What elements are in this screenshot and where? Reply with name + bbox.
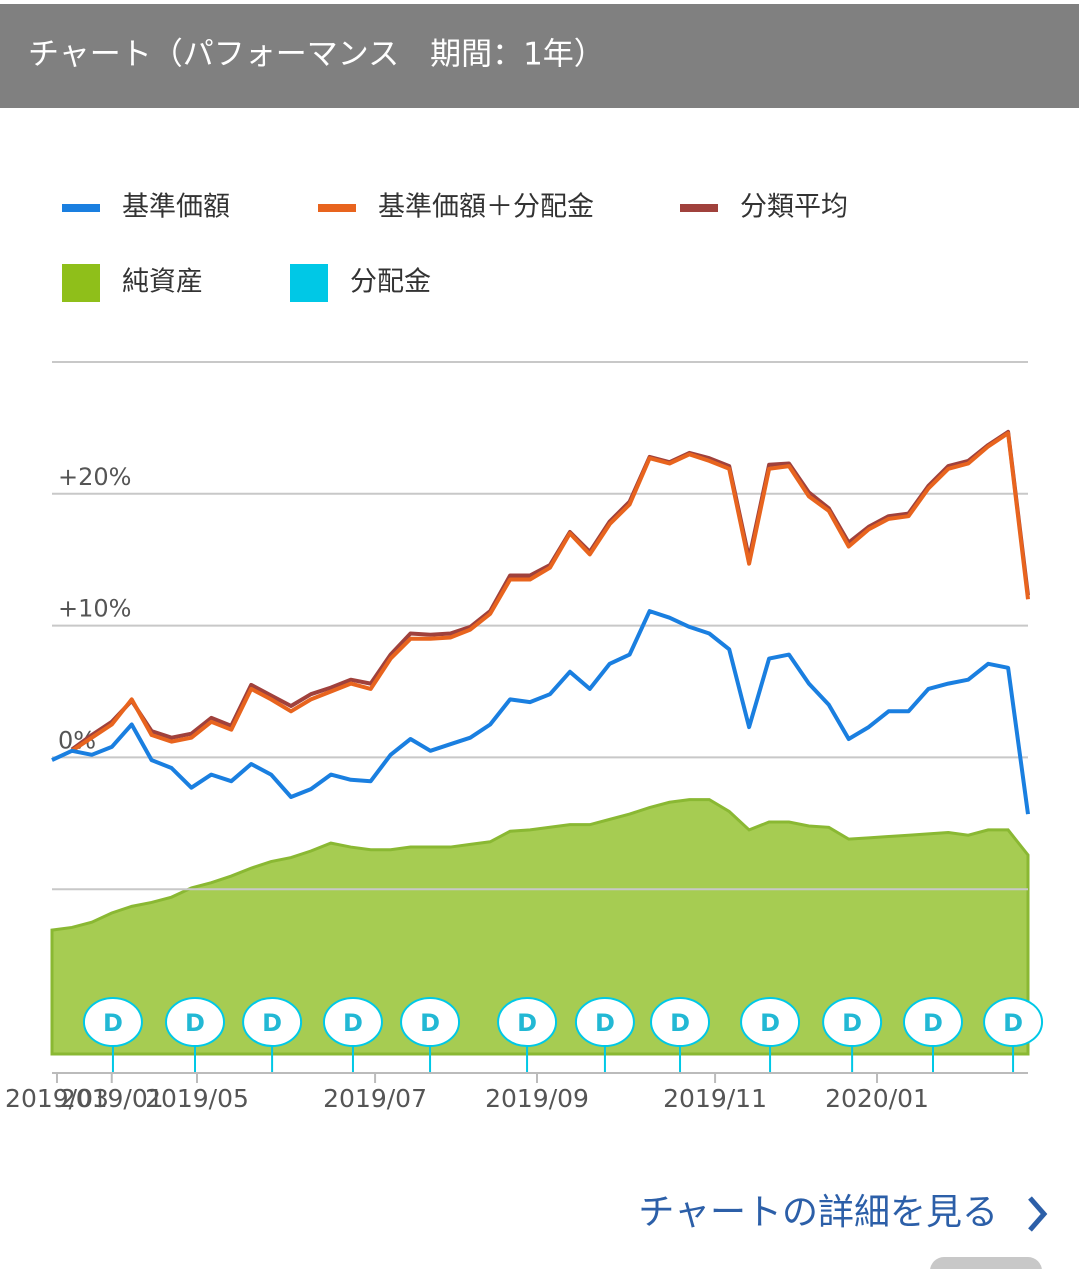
y-tick-label: +20% xyxy=(58,463,131,491)
distribution-label: D xyxy=(262,1009,282,1037)
distribution-label: D xyxy=(343,1009,363,1037)
chart-title: チャート（パフォーマンス 期間：1年） xyxy=(28,37,605,73)
legend-square xyxy=(62,264,100,302)
distribution-label: D xyxy=(185,1009,205,1037)
distribution-marker xyxy=(400,997,461,1047)
distribution-label: D xyxy=(103,1009,123,1037)
legend-label: 純資産 xyxy=(122,267,203,298)
distribution-marker xyxy=(574,997,635,1047)
distribution-label: D xyxy=(760,1009,780,1037)
x-tick-label: 2019/05 xyxy=(145,1084,249,1113)
distribution-marker xyxy=(902,997,963,1047)
distribution-marker xyxy=(822,997,883,1047)
button-partial[interactable] xyxy=(930,1257,1042,1273)
distribution-marker xyxy=(165,997,226,1047)
net-assets-area xyxy=(50,798,1030,1056)
y-tick-label: +10% xyxy=(58,595,131,623)
distribution-marker xyxy=(497,997,558,1047)
legend-label: 分類平均 xyxy=(740,192,848,223)
legend-line xyxy=(680,204,718,212)
x-tick-label: 2019/01 xyxy=(60,1084,164,1113)
distribution-marker xyxy=(650,997,711,1047)
distribution-marker xyxy=(242,997,303,1047)
legend-square xyxy=(290,264,328,302)
distribution-marker xyxy=(82,997,143,1047)
chevron[interactable] xyxy=(1028,1196,1048,1232)
x-tick-label: 2019/03 xyxy=(5,1084,109,1113)
legend-label: 分配金 xyxy=(350,267,431,298)
distribution-marker xyxy=(322,997,383,1047)
distribution-label: D xyxy=(923,1009,943,1037)
header-bar xyxy=(0,4,1079,108)
series-line xyxy=(51,609,1030,815)
legend-label: 基準価額＋分配金 xyxy=(378,192,594,223)
legend-line xyxy=(62,204,100,212)
legend-label: 基準価額 xyxy=(122,192,230,223)
distribution-label: D xyxy=(842,1009,862,1037)
x-tick-label: 2019/09 xyxy=(485,1084,589,1113)
distribution-label: D xyxy=(595,1009,615,1037)
distribution-label: D xyxy=(420,1009,440,1037)
series-line xyxy=(70,429,1030,752)
distribution-label: D xyxy=(517,1009,537,1037)
x-tick-label: 2019/11 xyxy=(663,1084,767,1113)
legend-line xyxy=(318,204,356,212)
distribution-marker xyxy=(740,997,801,1047)
distribution-label: D xyxy=(1003,1009,1023,1037)
x-tick-label: 2019/07 xyxy=(323,1084,427,1113)
distribution-marker xyxy=(983,997,1044,1047)
detail-link[interactable]: チャートの詳細を見る xyxy=(638,1192,998,1233)
x-tick-label: 2020/01 xyxy=(825,1084,929,1113)
distribution-label: D xyxy=(670,1009,690,1037)
series-line xyxy=(70,431,1030,753)
